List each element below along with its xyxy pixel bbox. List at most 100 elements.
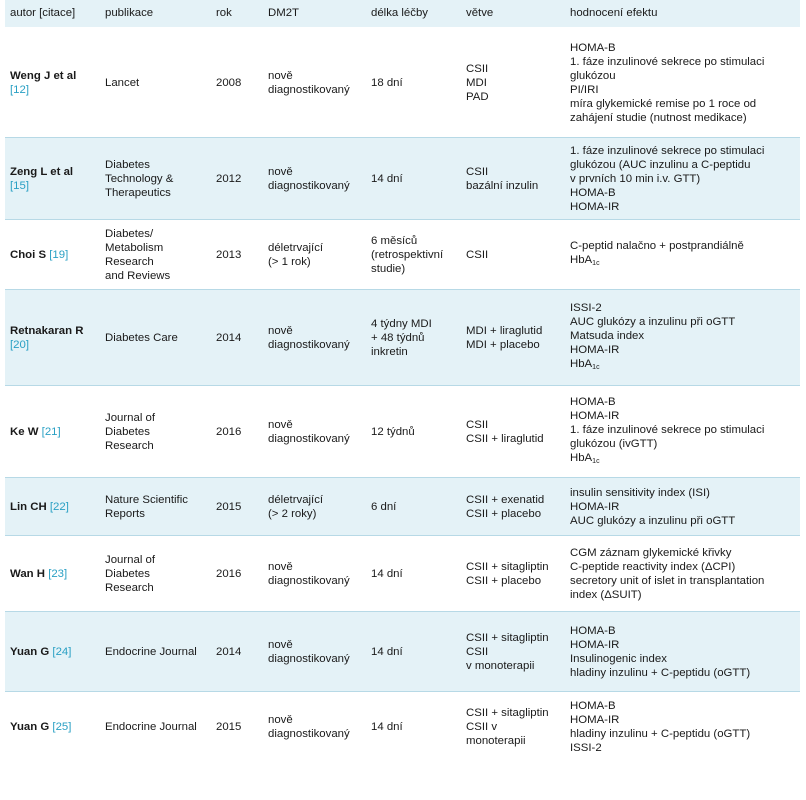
- effect-text: v prvních 10 min i.v. GTT): [570, 172, 701, 185]
- effect-line: Matsuda index: [570, 329, 795, 343]
- citation-link[interactable]: [15]: [10, 179, 29, 192]
- table-row: Yuan G [25] Endocrine Journal 2015 nově diag…: [5, 691, 800, 762]
- author-cell: Lin CH [22]: [5, 477, 100, 536]
- effect-text: HbA: [570, 253, 593, 266]
- effect-line: HOMA-IR: [570, 638, 795, 652]
- year-cell: 2016: [211, 385, 263, 478]
- effect-text: HOMA-IR: [570, 500, 620, 513]
- effect-text: index (ΔSUIT): [570, 588, 642, 601]
- effect-line: HOMA-B: [570, 699, 795, 713]
- publication-line: Diabetes: [105, 425, 150, 438]
- effect-text: HOMA-B: [570, 41, 616, 54]
- branches-cell: CSII CSII + liraglutid: [461, 385, 565, 478]
- publication-cell: Nature Scientific Reports: [100, 477, 211, 536]
- dm2t-line: diagnostikovaný: [268, 432, 350, 445]
- effect-text: PI/IRI: [570, 83, 599, 96]
- effect-text: 1. fáze inzulinové sekrece po stimulaci: [570, 144, 765, 157]
- effects-cell: CGM záznam glykemické křivky C-peptide re…: [565, 535, 800, 612]
- effects-cell: ISSI-2 AUC glukózy a inzulinu při oGTT Mat…: [565, 289, 800, 386]
- effect-line: HOMA-IR: [570, 500, 795, 514]
- publication-cell: Journal of Diabetes Research: [100, 385, 211, 478]
- author-name: Weng J et al: [10, 69, 77, 82]
- effect-text: C-peptide reactivity index (ΔCPI): [570, 560, 736, 573]
- branches-cell: MDI + liraglutid MDI + placebo: [461, 289, 565, 386]
- header-effects: hodnocení efektu: [565, 0, 800, 28]
- effect-text: HOMA-IR: [570, 638, 620, 651]
- duration-line: 14 dní: [371, 645, 403, 658]
- table-row: Choi S [19] Diabetes/Metabolism Research an…: [5, 219, 800, 290]
- dm2t-line: nově: [268, 69, 293, 82]
- effect-line: HbA1c: [570, 451, 795, 469]
- duration-line: studie): [371, 262, 406, 275]
- effect-text: hladiny inzulinu + C-peptidu (oGTT): [570, 727, 751, 740]
- effect-text: míra glykemické remise po 1 roce od: [570, 97, 757, 110]
- effect-line: HOMA-IR: [570, 713, 795, 727]
- branches-cell: CSII MDI PAD: [461, 27, 565, 138]
- duration-cell: 4 týdny MDI + 48 týdnů inkretin: [366, 289, 461, 386]
- duration-cell: 14 dní: [366, 137, 461, 220]
- branches-cell: CSII bazální inzulin: [461, 137, 565, 220]
- author-cell: Yuan G [25]: [5, 691, 100, 762]
- table-header: autor [citace] publikace rok DM2T délka …: [5, 0, 800, 28]
- effect-line: CGM záznam glykemické křivky: [570, 546, 795, 560]
- dm2t-line: diagnostikovaný: [268, 652, 350, 665]
- effects-cell: HOMA-B HOMA-IR hladiny inzulinu + C-peptid…: [565, 691, 800, 762]
- table-row: Wan H [23] Journal of Diabetes Research 2016…: [5, 535, 800, 612]
- author-name: Ke W: [10, 425, 39, 438]
- effect-line: C-peptide reactivity index (ΔCPI): [570, 560, 795, 574]
- table-row: Ke W [21] Journal of Diabetes Research 2016 n…: [5, 385, 800, 478]
- publication-line: Nature Scientific: [105, 493, 188, 506]
- publication-line: Therapeutics: [105, 186, 171, 199]
- branches-line: bazální inzulin: [466, 179, 539, 192]
- duration-cell: 12 týdnů: [366, 385, 461, 478]
- citation-link[interactable]: [20]: [10, 338, 29, 351]
- branches-line: MDI: [466, 76, 487, 89]
- citation-link[interactable]: [19]: [49, 248, 69, 261]
- effect-line: HbA1c: [570, 253, 795, 271]
- header-branches: větve: [461, 0, 565, 28]
- table-row: Retnakaran R [20] Diabetes Care 2014 nově di…: [5, 289, 800, 386]
- dm2t-line: nově: [268, 638, 293, 651]
- year-cell: 2013: [211, 219, 263, 290]
- effect-line: secretory unit of islet in transplantati…: [570, 574, 795, 588]
- branches-line: CSII: [466, 418, 489, 431]
- citation-link[interactable]: [22]: [49, 500, 69, 513]
- citation-link[interactable]: [23]: [48, 567, 68, 580]
- dm2t-cell: nově diagnostikovaný: [263, 385, 366, 478]
- branches-cell: CSII + sitagliptin CSII v monoterapii: [461, 691, 565, 762]
- publication-line: Research: [105, 255, 154, 268]
- citation-link[interactable]: [25]: [52, 720, 72, 733]
- effect-line: HOMA-B: [570, 41, 795, 55]
- citation-link[interactable]: [21]: [41, 425, 61, 438]
- effects-cell: HOMA-B 1. fáze inzulinové sekrece po stim…: [565, 27, 800, 138]
- duration-cell: 14 dní: [366, 535, 461, 612]
- dm2t-line: nově: [268, 713, 293, 726]
- branches-line: CSII + sitagliptin: [466, 631, 549, 644]
- dm2t-cell: nově diagnostikovaný: [263, 137, 366, 220]
- year-cell: 2016: [211, 535, 263, 612]
- author-cell: Weng J et al [12]: [5, 27, 100, 138]
- effect-line: ISSI-2: [570, 741, 795, 755]
- effect-text: HbA: [570, 451, 593, 464]
- effect-text: C-peptid nalačno + postprandiálně: [570, 239, 744, 252]
- citation-link[interactable]: [24]: [52, 645, 72, 658]
- effect-line: glukózou (ivGTT): [570, 437, 795, 451]
- effect-text: glukózou (AUC inzulinu a C-peptidu: [570, 158, 751, 171]
- duration-line: 14 dní: [371, 720, 403, 733]
- effect-line: HOMA-IR: [570, 200, 795, 214]
- citation-link[interactable]: [12]: [10, 83, 29, 96]
- effect-text: CGM záznam glykemické křivky: [570, 546, 732, 559]
- publication-line: Journal of: [105, 411, 156, 424]
- publication-line: Research: [105, 581, 154, 594]
- year-cell: 2015: [211, 691, 263, 762]
- effect-text: HOMA-B: [570, 186, 616, 199]
- dm2t-line: déletrvající: [268, 493, 324, 506]
- dm2t-line: déletrvající: [268, 241, 324, 254]
- year-cell: 2012: [211, 137, 263, 220]
- publication-cell: Diabetes Care: [100, 289, 211, 386]
- effect-line: 1. fáze inzulinové sekrece po stimulaci: [570, 144, 795, 158]
- effect-line: glukózou: [570, 69, 795, 83]
- author-cell: Choi S [19]: [5, 219, 100, 290]
- publication-cell: Diabetes/Metabolism Research and Reviews: [100, 219, 211, 290]
- effect-line: AUC glukózy a inzulinu při oGTT: [570, 514, 795, 528]
